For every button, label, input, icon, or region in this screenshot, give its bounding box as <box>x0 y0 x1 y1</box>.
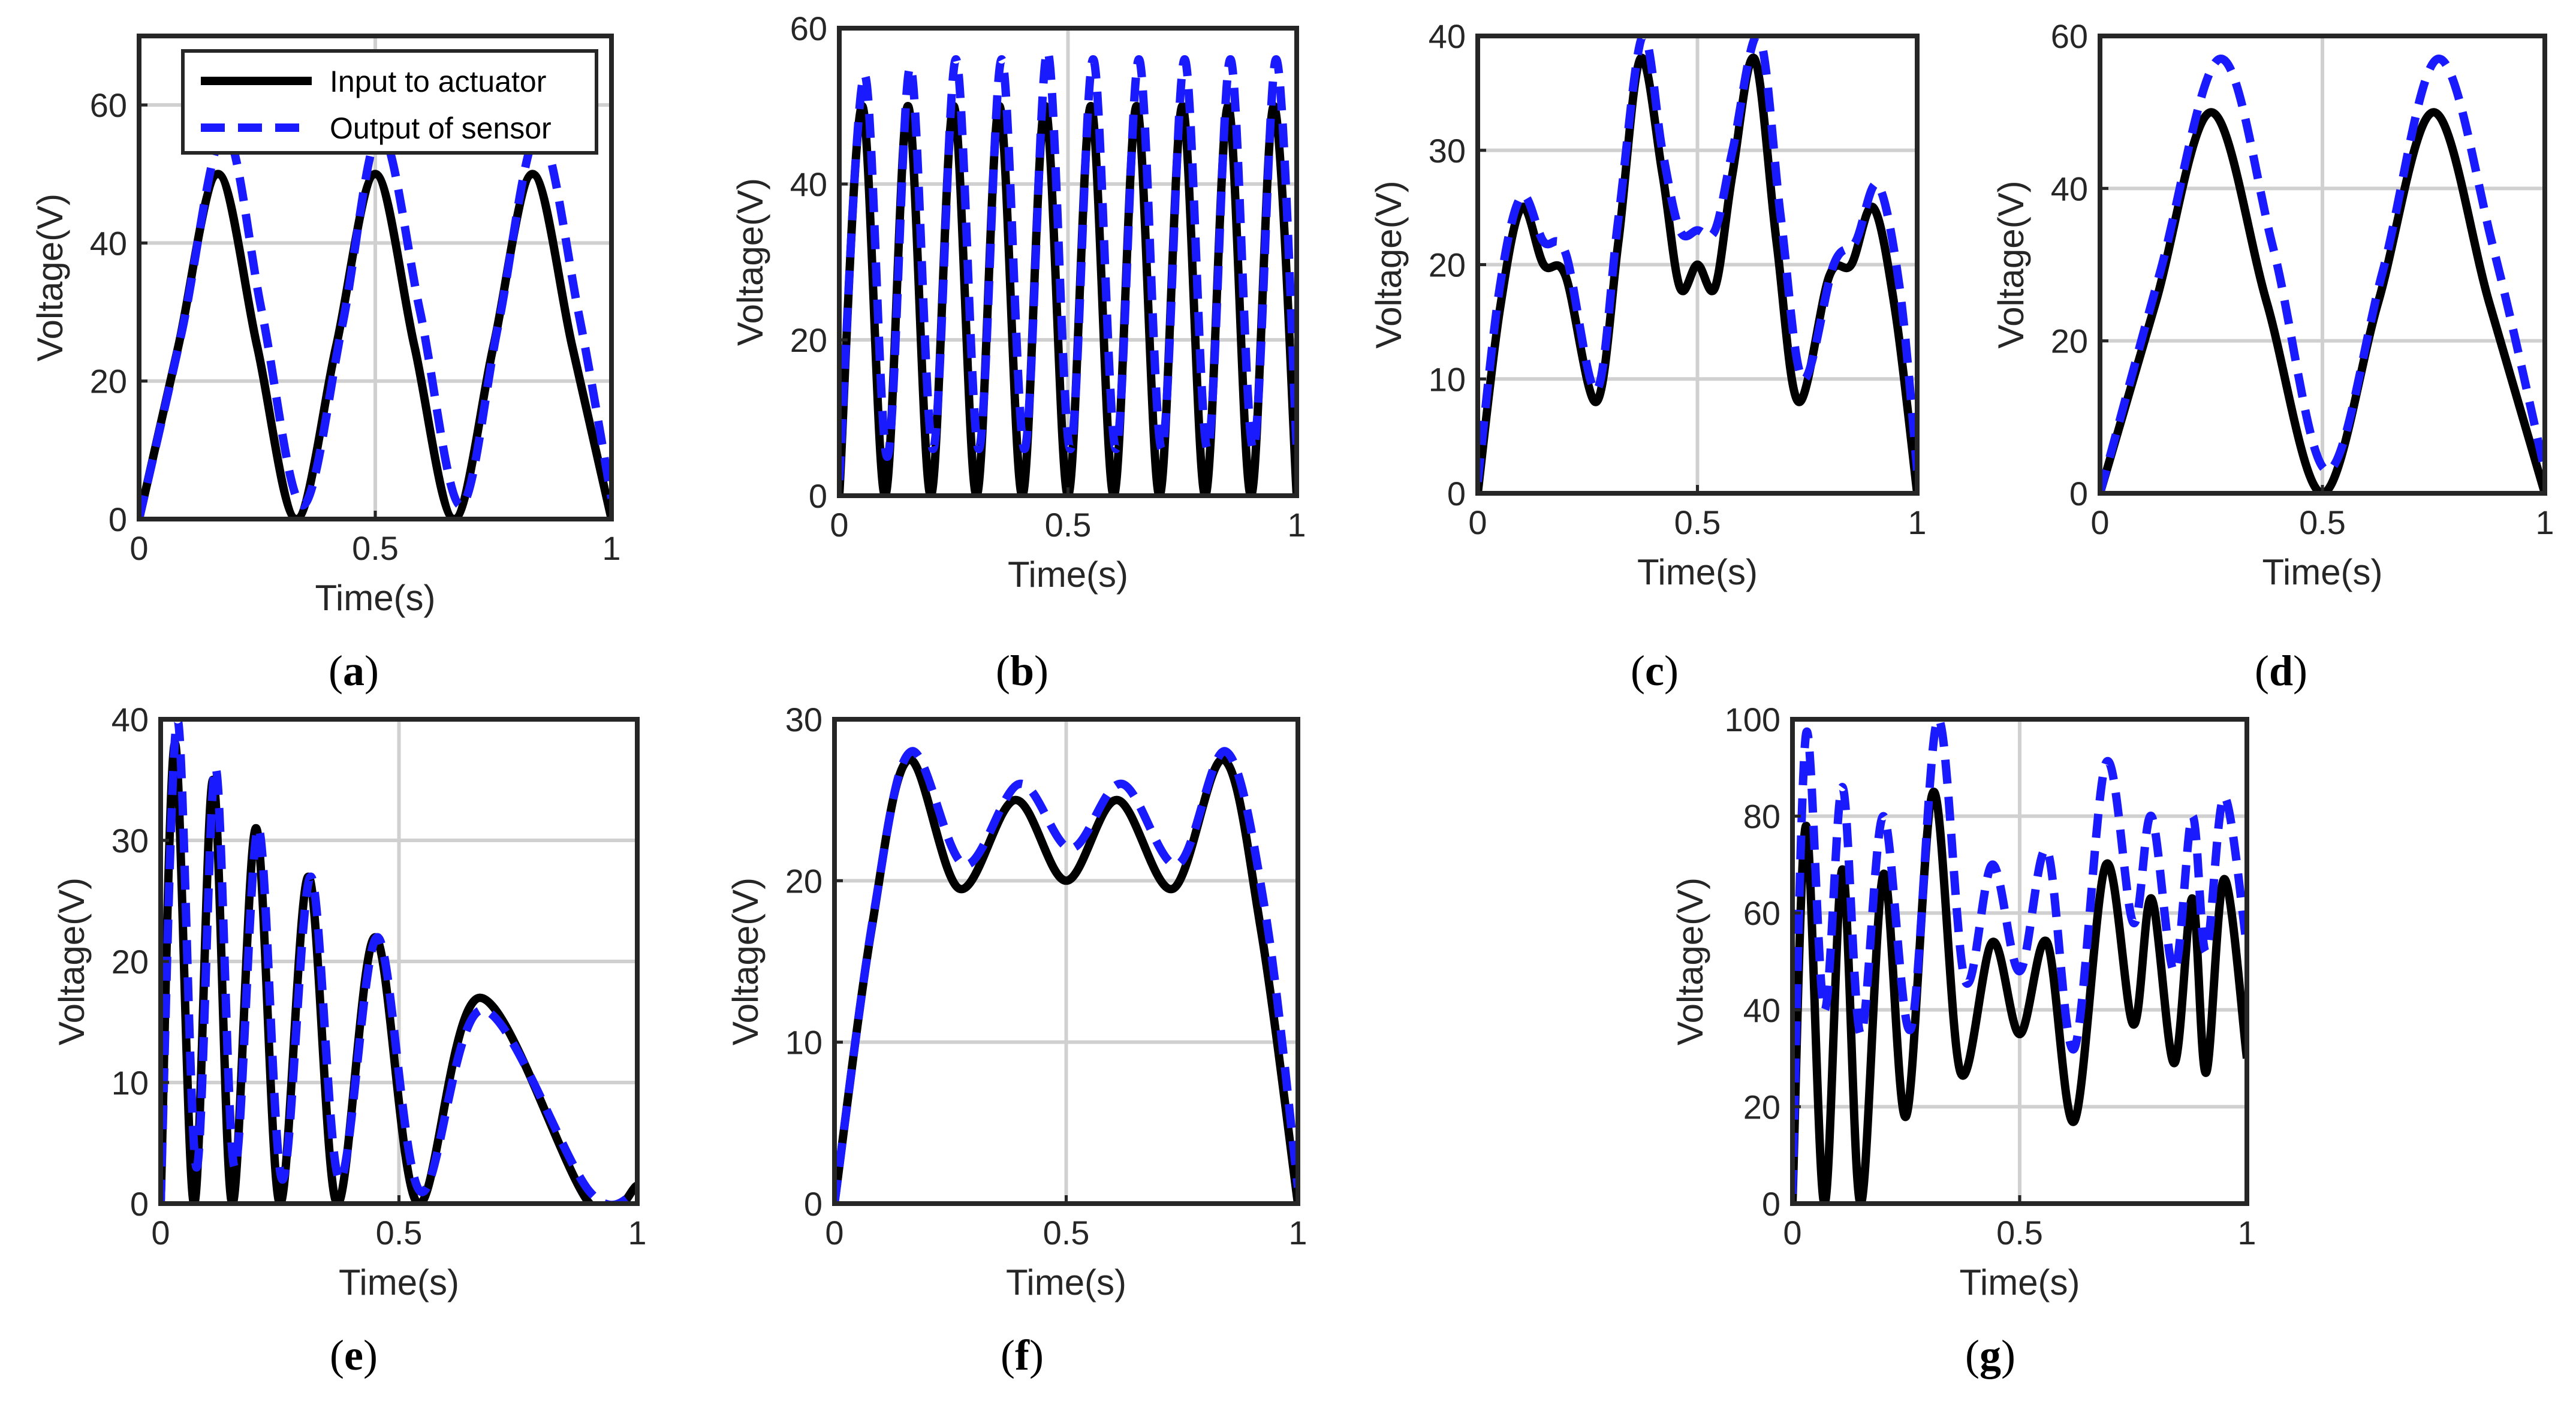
legend-box <box>181 49 598 155</box>
x-tick-label: 0.5 <box>352 529 399 567</box>
y-tick-label: 20 <box>1743 1088 1780 1126</box>
y-axis-label: Voltage(V) <box>30 194 70 361</box>
y-tick-label: 40 <box>790 165 827 203</box>
y-tick-label: 0 <box>2069 475 2088 512</box>
y-axis-label: Voltage(V) <box>730 178 770 346</box>
x-tick-label: 1 <box>1287 506 1306 544</box>
panel-label-a: (a) <box>329 647 379 695</box>
y-tick-label: 10 <box>785 1024 822 1062</box>
x-tick-label: 1 <box>2535 503 2554 541</box>
legend-label-output: Output of sensor <box>330 111 552 145</box>
x-tick-label: 1 <box>1908 503 1926 541</box>
series-input-line <box>834 755 1298 1204</box>
x-tick-label: 1 <box>2237 1214 2256 1252</box>
y-tick-label: 20 <box>1429 246 1466 284</box>
panel-label-e: (e) <box>330 1331 378 1379</box>
x-tick-label: 1 <box>1288 1214 1307 1252</box>
x-tick-label: 0 <box>2090 503 2109 541</box>
x-axis-label: Time(s) <box>1006 1262 1126 1302</box>
legend-label-input: Input to actuator <box>330 65 546 98</box>
x-tick-label: 0 <box>129 529 148 567</box>
x-tick-label: 0.5 <box>1045 506 1092 544</box>
series-input-line <box>161 739 637 1204</box>
series-input-line <box>1478 53 1917 493</box>
y-axis-label: Voltage(V) <box>1369 180 1409 348</box>
panel-label-d: (d) <box>2255 647 2307 695</box>
y-tick-label: 60 <box>90 86 127 124</box>
series-input-line <box>139 170 611 519</box>
y-tick-label: 100 <box>1725 701 1780 738</box>
y-tick-label: 60 <box>790 10 827 47</box>
x-tick-label: 0.5 <box>376 1214 423 1252</box>
x-tick-label: 0 <box>1468 503 1487 541</box>
y-tick-label: 40 <box>1429 17 1466 55</box>
y-tick-label: 40 <box>1743 991 1780 1029</box>
y-tick-label: 80 <box>1743 798 1780 836</box>
x-tick-label: 0.5 <box>1043 1214 1090 1252</box>
y-tick-label: 40 <box>112 701 149 738</box>
x-axis-label: Time(s) <box>2262 552 2382 592</box>
panel-label-c: (c) <box>1631 647 1679 695</box>
y-tick-label: 0 <box>130 1185 149 1223</box>
y-axis-label: Voltage(V) <box>725 878 766 1045</box>
x-axis-label: Time(s) <box>339 1262 459 1302</box>
legend: Input to actuator Output of sensor <box>181 49 598 155</box>
x-axis-label: Time(s) <box>1959 1262 2080 1302</box>
y-tick-label: 20 <box>785 862 822 900</box>
y-tick-label: 20 <box>90 363 127 400</box>
y-tick-label: 60 <box>1743 894 1780 932</box>
y-tick-label: 20 <box>790 321 827 359</box>
x-tick-label: 1 <box>628 1214 646 1252</box>
chart-panel-d: 0 0.5 1 0 20 40 60 Time(s) Voltage(V) (d) <box>1991 17 2554 695</box>
series-output-line <box>1478 36 1917 483</box>
chart-panel-b: 0 0.5 1 0 20 40 60 Time(s) Voltage(V) (b) <box>730 10 1306 695</box>
y-tick-label: 0 <box>109 501 127 538</box>
y-tick-label: 0 <box>809 477 827 515</box>
x-tick-label: 0.5 <box>1674 503 1721 541</box>
y-tick-label: 20 <box>2051 322 2088 360</box>
y-tick-label: 30 <box>112 822 149 860</box>
y-axis-label: Voltage(V) <box>52 878 92 1045</box>
y-tick-label: 40 <box>90 224 127 262</box>
series-output-line <box>161 719 637 1204</box>
y-tick-label: 30 <box>1429 132 1466 170</box>
x-tick-label: 0.5 <box>2299 503 2346 541</box>
y-tick-label: 0 <box>1447 475 1466 512</box>
series-output-line <box>839 47 1297 481</box>
x-tick-label: 0 <box>151 1214 170 1252</box>
series-output-line <box>834 747 1298 1204</box>
x-axis-label: Time(s) <box>315 578 435 618</box>
y-tick-label: 60 <box>2051 17 2088 55</box>
x-axis-label: Time(s) <box>1637 552 1758 592</box>
panel-label-b: (b) <box>996 647 1049 695</box>
panel-label-f: (f) <box>1001 1331 1044 1379</box>
x-axis-label: Time(s) <box>1008 554 1128 595</box>
y-tick-label: 30 <box>785 701 822 738</box>
y-tick-label: 40 <box>2051 170 2088 207</box>
x-tick-label: 0.5 <box>1996 1214 2043 1252</box>
panel-label-g: (g) <box>1965 1331 2015 1379</box>
chart-panel-g: 0 0.5 1 0 20 40 60 80 100 Time(s) Voltage(V) (g) <box>1670 701 2256 1379</box>
y-tick-label: 0 <box>1762 1185 1780 1223</box>
y-tick-label: 10 <box>1429 360 1466 398</box>
series-output-line <box>1792 719 2247 1195</box>
y-axis-label: Voltage(V) <box>1991 180 2031 348</box>
y-tick-label: 20 <box>112 943 149 981</box>
series-output-line <box>2100 55 2545 493</box>
y-tick-label: 10 <box>112 1064 149 1102</box>
y-tick-label: 0 <box>804 1185 822 1223</box>
y-axis-label: Voltage(V) <box>1670 878 1710 1045</box>
x-tick-label: 0 <box>830 506 848 544</box>
x-tick-label: 0 <box>1783 1214 1801 1252</box>
x-tick-label: 0 <box>825 1214 843 1252</box>
series-input-line <box>1792 788 2247 1204</box>
x-tick-label: 1 <box>602 529 620 567</box>
